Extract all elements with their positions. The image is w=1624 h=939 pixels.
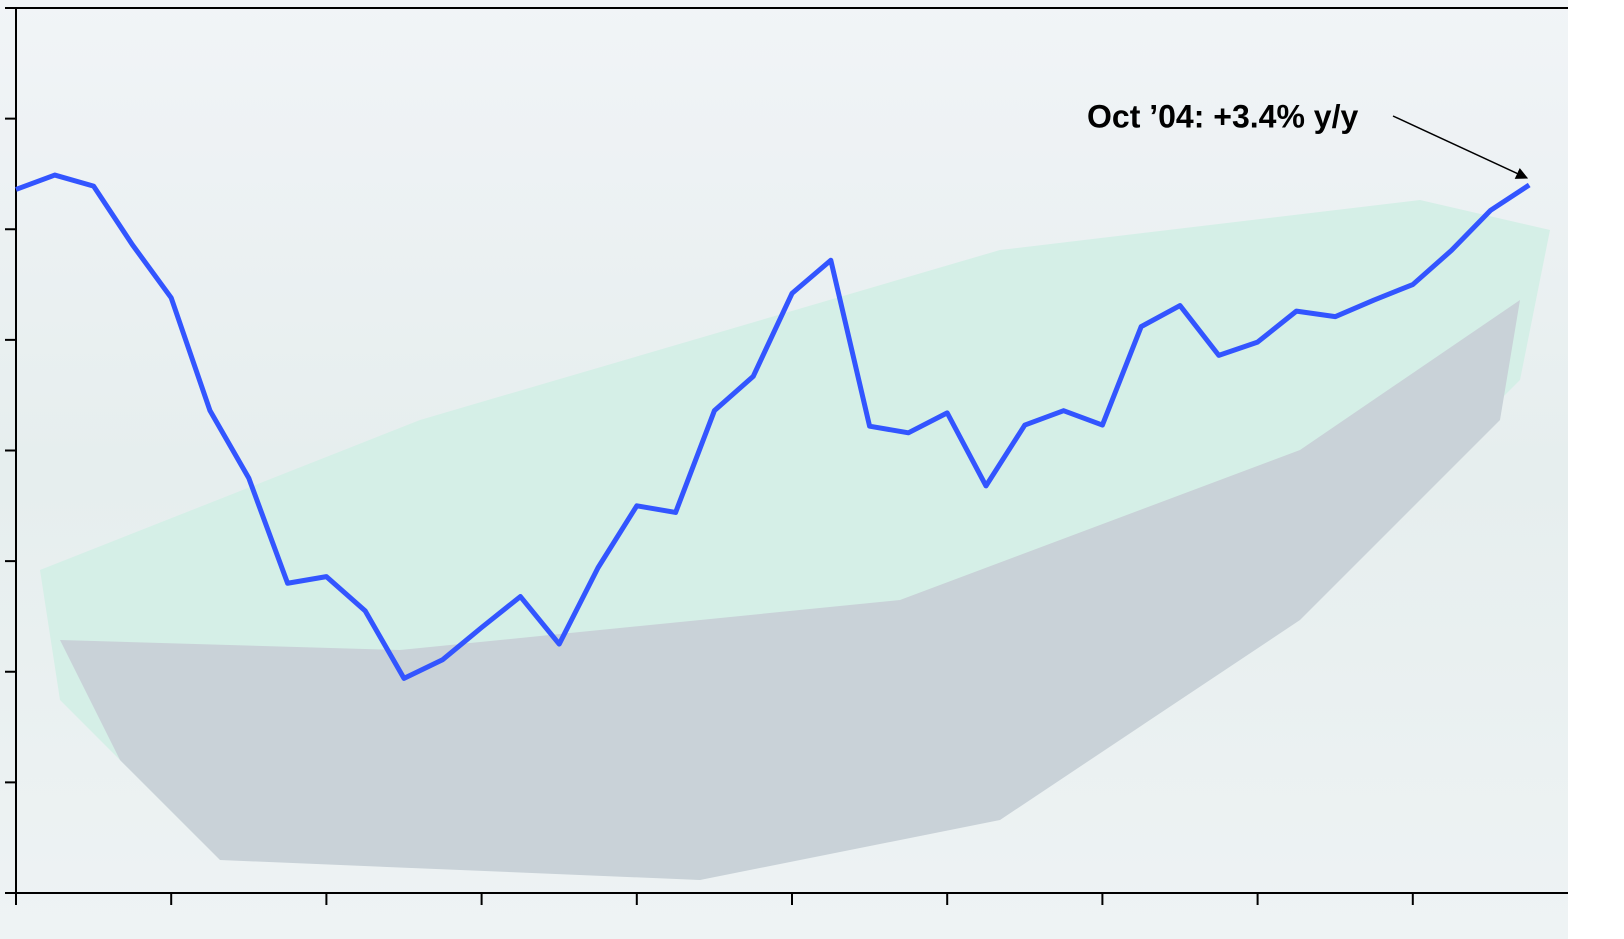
line xyxy=(15,172,1531,681)
ship-hull xyxy=(60,300,1520,880)
annotation-arrow xyxy=(1392,115,1529,179)
annotation: Oct ’04: +3.4% y/y xyxy=(1087,98,1358,134)
